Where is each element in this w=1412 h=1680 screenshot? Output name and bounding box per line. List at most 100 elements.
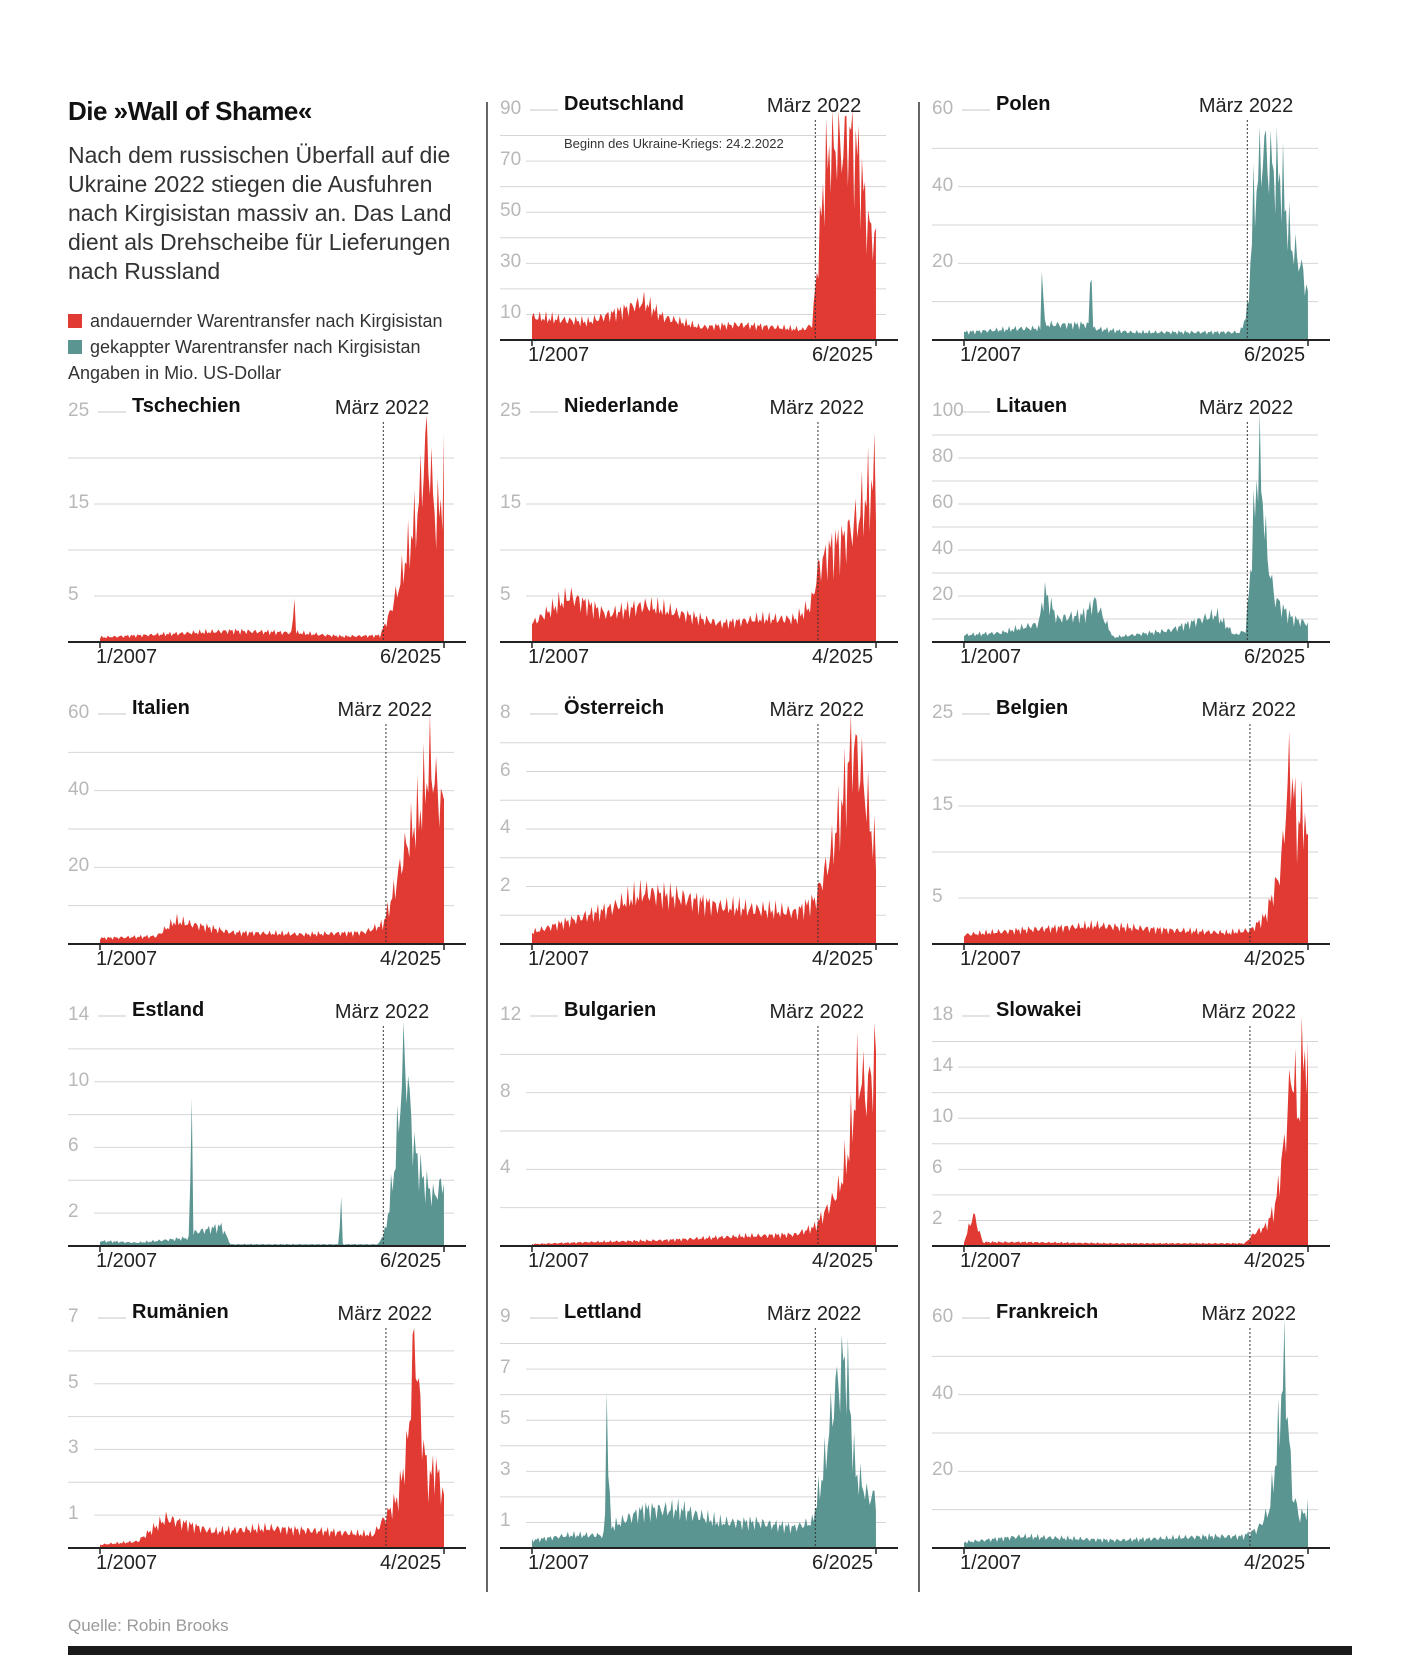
x-start-label: 1/2007 [960,646,1022,668]
y-tick-label: 1 [68,1503,79,1525]
y-tick-label: 3 [500,1459,511,1481]
marker-label: März 2022 [334,397,430,419]
teal-swatch [68,340,82,354]
y-tick-label: 7 [68,1306,79,1327]
legend-teal-label: gekappter Warentransfer nach Kirgisistan [90,337,421,357]
x-start-label: 1/2007 [528,344,590,366]
y-tick-label: 6 [68,1135,79,1157]
y-tick-label: 2 [500,874,511,896]
chart-svg-lettland [500,1317,898,1554]
y-tick-label: 60 [932,98,954,119]
unit-note: Angaben in Mio. US-Dollar [68,363,282,383]
chart-panel-rumaenien: 1 3 5 7 Rumänien März 2022 1/2007 4/2025 [68,1301,478,1604]
source-note: Quelle: Robin Brooks [68,1616,229,1635]
y-tick-label: 9 [500,1306,511,1327]
chart-panel-lettland: 1 3 5 7 9 Lettland März 2022 1/2007 6/2025 [500,1301,910,1604]
y-tick-label: 8 [500,1080,511,1102]
y-tick-label: 40 [932,174,954,196]
area-series-italien [100,714,444,944]
chart-title: Niederlande [564,395,679,417]
y-tick-label: 5 [500,584,511,605]
area-series-belgien [964,731,1308,944]
chart-title: Tschechien [132,395,241,417]
chart-panel-bulgarien: 4 8 12 Bulgarien März 2022 1/2007 4/2025 [500,999,910,1302]
x-start-label: 1/2007 [528,1552,590,1574]
y-tick-label: 14 [68,1004,90,1025]
y-tick-label: 60 [932,1306,954,1327]
x-end-label: 6/2025 [812,1552,874,1574]
chart-panel-italien: 20 40 60 Italien März 2022 1/2007 4/2025 [68,697,478,1000]
y-tick-label: 10 [932,1106,954,1128]
area-series-lettland [532,1334,876,1548]
chart-svg-niederlande [500,411,898,648]
marker-label: März 2022 [1201,699,1296,721]
chart-title: Rumänien [132,1301,229,1323]
x-start-label: 1/2007 [96,1250,158,1272]
y-tick-label: 18 [932,1004,954,1025]
page-title: Die »Wall of Shame« [68,96,312,126]
chart-title: Bulgarien [564,999,657,1021]
x-end-label: 4/2025 [812,646,874,668]
y-tick-label: 15 [500,492,522,513]
chart-svg-slowakei [932,1015,1330,1252]
bottom-rule [68,1646,1352,1655]
area-series-estland [100,1021,444,1246]
x-end-label: 4/2025 [812,1250,874,1272]
y-tick-label: 2 [932,1208,943,1230]
x-end-label: 6/2025 [1244,344,1306,366]
y-tick-label: 10 [500,302,522,324]
y-tick-label: 6 [932,1157,943,1179]
marker-label: März 2022 [769,699,864,721]
y-tick-label: 70 [500,149,522,171]
x-end-label: 4/2025 [1244,1250,1306,1272]
x-start-label: 1/2007 [960,344,1022,366]
y-tick-label: 4 [500,817,511,838]
legend-red-label: andauernder Warentransfer nach Kirgisist… [90,311,443,331]
chart-title: Slowakei [996,999,1082,1021]
y-tick-label: 40 [68,778,90,800]
y-tick-label: 6 [500,759,511,781]
chart-title: Deutschland [564,93,685,115]
area-series-oesterreich [532,714,876,944]
x-end-label: 4/2025 [380,948,442,970]
y-tick-label: 4 [500,1157,511,1179]
y-tick-label: 40 [932,538,954,559]
marker-label: März 2022 [1201,1303,1296,1325]
x-end-label: 6/2025 [812,344,874,366]
chart-title: Frankreich [996,1301,1099,1323]
area-series-rumaenien [100,1328,444,1548]
y-tick-label: 90 [500,98,522,119]
chart-svg-tschechien [68,411,466,648]
intro-block: Die »Wall of Shame« Nach dem russischen … [68,96,468,386]
subtitle: Nach dem russischen Überfall auf die Ukr… [68,142,452,284]
y-tick-label: 20 [68,855,90,877]
chart-panel-litauen: 20 40 60 80 100 Litauen März 2022 1/2007 6/2025 [932,395,1342,698]
y-tick-label: 7 [500,1357,511,1379]
area-series-tschechien [100,415,444,642]
chart-title: Österreich [564,697,665,719]
x-end-label: 4/2025 [380,1552,442,1574]
marker-label: März 2022 [337,699,432,721]
x-start-label: 1/2007 [96,646,158,668]
area-series-niederlande [532,432,876,642]
y-tick-label: 5 [932,886,943,907]
x-end-label: 6/2025 [380,646,442,668]
y-tick-label: 25 [500,400,522,421]
area-series-deutschland [532,110,876,340]
x-start-label: 1/2007 [96,948,158,970]
marker-label: März 2022 [334,1001,430,1023]
y-tick-label: 25 [68,400,90,421]
y-tick-label: 1 [500,1510,511,1532]
x-end-label: 4/2025 [812,948,874,970]
chart-title: Lettland [564,1301,642,1323]
y-tick-label: 25 [932,702,954,723]
area-series-polen [964,126,1308,340]
marker-label: März 2022 [769,397,864,419]
y-tick-label: 20 [932,584,954,605]
chart-svg-belgien [932,713,1330,950]
marker-label: März 2022 [769,1001,864,1023]
column-divider [918,102,920,1592]
x-start-label: 1/2007 [528,948,590,970]
chart-panel-belgien: 5 15 25 Belgien März 2022 1/2007 4/2025 [932,697,1342,1000]
chart-svg-litauen [932,411,1330,648]
